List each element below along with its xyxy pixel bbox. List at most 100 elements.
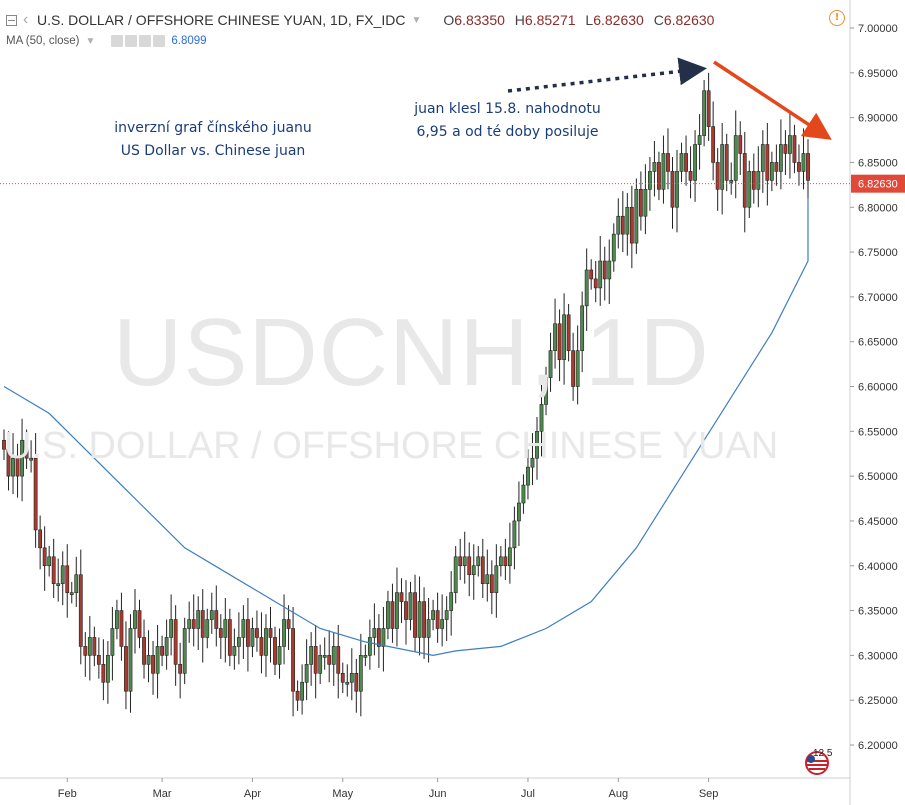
- candle-body: [413, 592, 417, 638]
- candle-body: [291, 628, 295, 692]
- symbol-title[interactable]: U.S. DOLLAR / OFFSHORE CHINESE YUAN, 1D,…: [37, 12, 406, 28]
- candle-body: [218, 628, 223, 638]
- candle-body: [404, 601, 408, 620]
- candle-body: [354, 672, 359, 692]
- candle-body: [331, 646, 336, 665]
- candle-body: [544, 377, 548, 405]
- downtrend-arrow: [713, 60, 832, 140]
- candle-body: [110, 628, 115, 656]
- candle-body: [187, 619, 192, 629]
- price-tick-label: 7.00000: [858, 23, 898, 35]
- candle-body: [566, 314, 571, 351]
- candle-body: [38, 529, 43, 549]
- indicator-row: MA (50, close) ▼ 6.8099: [6, 33, 207, 49]
- candle-body: [562, 314, 566, 360]
- ohlc-high-value: 6.85271: [524, 12, 576, 28]
- candle-body: [742, 153, 747, 208]
- candle-body: [386, 601, 390, 629]
- price-tick-label: 6.30000: [858, 650, 898, 662]
- candle-body: [507, 547, 512, 567]
- candle-body: [760, 144, 765, 172]
- candle-body: [124, 646, 128, 692]
- info-circle-icon[interactable]: !: [829, 10, 845, 26]
- candle-body: [580, 305, 585, 351]
- add-icon[interactable]: [139, 35, 152, 47]
- candle-body: [431, 610, 436, 620]
- price-tick-label: 6.85000: [858, 157, 898, 169]
- candle-body: [625, 206, 630, 235]
- candle-body: [169, 619, 174, 638]
- time-tick-label: Mar: [153, 788, 172, 800]
- candle-body: [684, 153, 688, 172]
- symbol-row: ‹ U.S. DOLLAR / OFFSHORE CHINESE YUAN, 1…: [6, 9, 720, 31]
- candle-body: [666, 153, 670, 172]
- ohlc-open-value: 6.83350: [454, 12, 505, 28]
- candle-body: [322, 655, 327, 658]
- candle-body: [105, 655, 110, 683]
- candle-body: [128, 628, 133, 692]
- ohlc-open-label: O: [443, 12, 455, 28]
- ohlc-values: O6.83350 H6.85271 L6.82630 C6.82630: [443, 12, 720, 28]
- candle-body: [214, 610, 219, 629]
- chevron-down-icon[interactable]: ▼: [85, 35, 96, 47]
- candle-body: [535, 431, 539, 459]
- candle-body: [530, 457, 535, 468]
- chevron-left-icon[interactable]: ‹: [23, 11, 29, 28]
- time-tick-label: Sep: [699, 788, 719, 800]
- candle-body: [598, 260, 603, 289]
- candle-body: [648, 171, 652, 190]
- moving-average-line: [3, 198, 809, 657]
- candle-body: [318, 655, 323, 674]
- candle-body: [702, 90, 707, 136]
- candle-body: [584, 269, 589, 307]
- candle-body: [304, 664, 309, 683]
- eye-icon[interactable]: [111, 35, 124, 47]
- candle-body: [273, 637, 277, 665]
- candle-body: [453, 556, 458, 593]
- candle-body: [467, 556, 472, 576]
- candle-body: [517, 502, 521, 522]
- candle-body: [738, 135, 743, 154]
- candle-body: [309, 646, 314, 665]
- price-tick-label: 6.65000: [858, 337, 898, 349]
- chevron-down-icon[interactable]: ▼: [411, 14, 422, 26]
- close-icon[interactable]: [153, 35, 166, 47]
- annotation-right-line2: 6,95 a od té doby posiluje: [416, 124, 599, 140]
- settings-icon[interactable]: [125, 35, 138, 47]
- candle-body: [729, 180, 734, 183]
- candle-body: [783, 144, 788, 154]
- price-tick-label: 6.45000: [858, 516, 898, 528]
- ma-label[interactable]: MA (50, close): [6, 35, 80, 47]
- candle-body: [638, 189, 643, 217]
- candle-body: [417, 601, 422, 638]
- candle-body: [706, 90, 711, 127]
- candle-body: [83, 646, 88, 656]
- time-tick-label: Jul: [521, 788, 535, 800]
- indicator-toolbar: [111, 35, 166, 47]
- candle-body: [512, 520, 517, 549]
- candle-body: [191, 619, 196, 629]
- price-tick-label: 6.50000: [858, 471, 898, 483]
- candle-body: [178, 664, 183, 674]
- candle-body: [747, 171, 752, 208]
- candle-body: [670, 171, 675, 208]
- candle-body: [286, 619, 291, 629]
- candle-body: [395, 592, 399, 629]
- candle-body: [652, 162, 657, 172]
- collapse-icon[interactable]: [6, 14, 17, 26]
- price-tick-label: 6.90000: [858, 113, 898, 125]
- candle-body: [553, 323, 557, 351]
- candle-body: [151, 655, 155, 674]
- candle-body: [548, 350, 553, 378]
- candle-body: [277, 646, 282, 665]
- candle-body: [137, 610, 142, 638]
- candle-body: [146, 655, 151, 665]
- candle-body: [255, 628, 259, 638]
- candle-body: [74, 574, 79, 593]
- candle-body: [96, 655, 101, 665]
- candle-body: [6, 448, 11, 477]
- candle-body: [232, 646, 237, 656]
- logo-label: 12 5: [813, 748, 833, 759]
